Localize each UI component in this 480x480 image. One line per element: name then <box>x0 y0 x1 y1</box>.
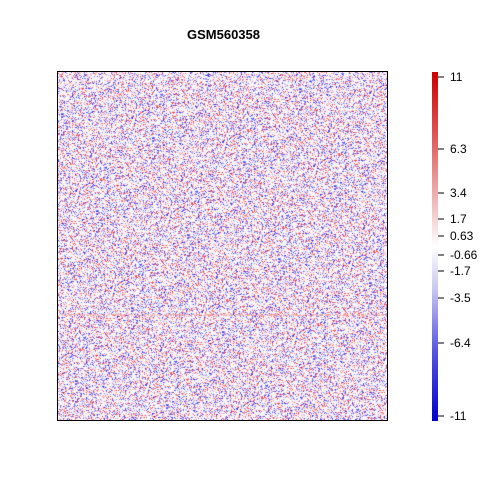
colorbar-tick-label: -6.4 <box>450 336 471 350</box>
colorbar-tick-label: -3.5 <box>450 291 471 305</box>
colorbar-tick-label: 3.4 <box>450 186 467 200</box>
colorbar-tick-label: 6.3 <box>450 142 467 156</box>
colorbar-tick-label: -0.66 <box>450 248 478 262</box>
colorbar-tick-label: -1.7 <box>450 264 471 278</box>
colorbar-tick-label: 1.7 <box>450 212 467 226</box>
chart-title: GSM560358 <box>187 27 260 42</box>
heatmap-cells <box>58 72 387 420</box>
colorbar-tick-label: 11 <box>450 70 463 84</box>
colorbar-tick-label: 0.63 <box>450 229 474 243</box>
colorbar-ticks: 11 6.3 3.4 1.7 0.63 -0.66 -1.7 -3.5 -6.4 -11 <box>438 70 478 423</box>
colorbar-tick-label: -11 <box>450 409 467 423</box>
colorbar <box>432 72 438 421</box>
